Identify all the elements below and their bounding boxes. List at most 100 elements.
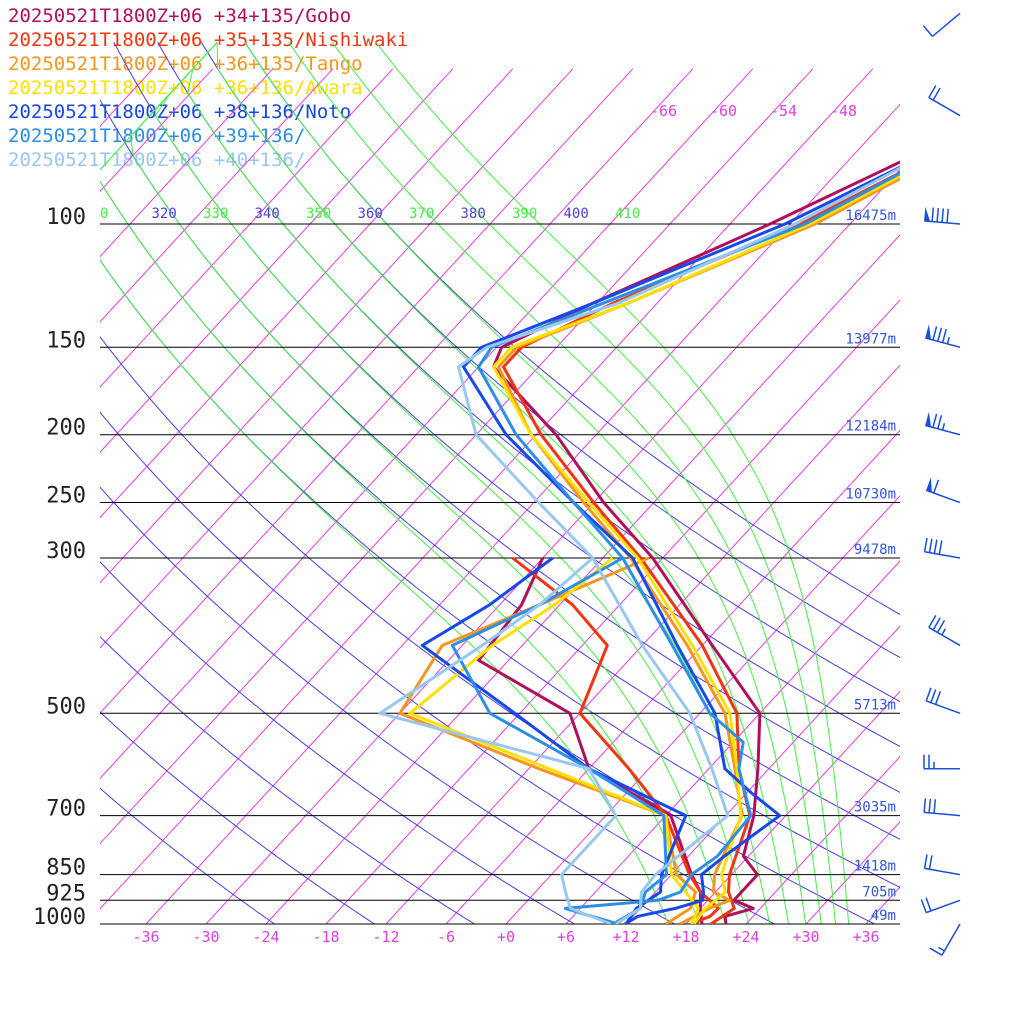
- temperature-tick: +36: [852, 928, 879, 946]
- pressure-label: 250: [46, 484, 86, 509]
- series-0-dewpoint-line: [477, 557, 704, 924]
- isotherm-line: [100, 68, 754, 780]
- wind-barb: [925, 477, 961, 504]
- moist-adiabat-line: [100, 41, 700, 924]
- height-label: 10730m: [845, 487, 896, 503]
- pressure-label: 850: [46, 856, 86, 881]
- wind-barb: [923, 854, 961, 876]
- temperature-tick: +18: [672, 928, 699, 946]
- dry-adiabat-line: [100, 411, 776, 924]
- theta-label: 390: [512, 206, 537, 222]
- pressure-label: 1000: [33, 905, 86, 930]
- isotherm-line: [100, 68, 514, 519]
- height-label: 5713m: [854, 697, 896, 713]
- pressure-label: 150: [46, 328, 86, 353]
- isotherm-line: [505, 495, 900, 924]
- legend-entry: 20250521T1800Z+06 +36+135/Tango: [8, 53, 363, 75]
- pressure-label: 300: [46, 539, 86, 564]
- wind-barb: [925, 687, 961, 714]
- wind-barb: [928, 614, 961, 647]
- temperature-tick: -12: [372, 928, 399, 946]
- pressure-label: 925: [46, 881, 86, 906]
- series-5-dewpoint-line: [450, 556, 668, 924]
- isotherm-label: -48: [830, 102, 857, 120]
- isotherm-line: [145, 103, 900, 924]
- height-label: 16475m: [845, 208, 896, 224]
- sounding-profiles: [378, 160, 900, 924]
- temperature-tick: -30: [192, 928, 219, 946]
- moist-adiabat-line: [244, 42, 807, 924]
- moist-adiabat-line: [154, 41, 750, 924]
- height-label: 13977m: [845, 331, 896, 347]
- isotherm-line: [100, 68, 454, 453]
- series-4-dewpoint-line: [420, 556, 688, 924]
- isotherm-line: [972, 69, 1024, 939]
- series-4-temperature-line: [462, 165, 900, 924]
- moist-adiabat-line: [288, 42, 822, 924]
- theta-label: 340: [255, 206, 280, 222]
- dry-adiabat-line: [100, 98, 900, 793]
- legend-entry: 20250521T1800Z+06 +38+136/Noto: [8, 101, 352, 123]
- series-1-temperature-line: [502, 171, 900, 924]
- isotherm-label: -54: [770, 102, 797, 120]
- moist-adiabat-line: [187, 41, 771, 924]
- isotherm-line: [205, 168, 900, 924]
- temperature-tick: +0: [497, 928, 515, 946]
- isotherm-line: [100, 68, 274, 258]
- isotherm-line: [805, 821, 900, 924]
- pressure-label: 100: [46, 205, 86, 230]
- temperature-tick: +6: [557, 928, 575, 946]
- height-label: 12184m: [845, 419, 896, 435]
- isotherm-line: [565, 560, 900, 924]
- wind-barb: [924, 206, 961, 225]
- theta-label: 380: [461, 206, 486, 222]
- wind-barb: [923, 798, 961, 817]
- isotherm-line: [445, 429, 900, 924]
- background-labels: 0 320 330 340 350 360 370 380 390 400 410 -66 -60 -54…: [100, 102, 857, 222]
- wind-barb: [920, 897, 961, 914]
- series-3-dewpoint-line: [408, 556, 700, 924]
- moist-adiabat-line: [375, 41, 850, 924]
- temperature-tick: +12: [612, 928, 639, 946]
- isotherm-line: [100, 68, 874, 910]
- height-label: 9478m: [854, 542, 896, 558]
- height-label: 3035m: [854, 800, 896, 816]
- theta-label: 370: [409, 206, 434, 222]
- wind-barb: [928, 85, 961, 117]
- height-label: 1418m: [854, 859, 896, 875]
- temperature-tick: -24: [252, 928, 279, 946]
- dry-adiabat-line: [100, 486, 676, 924]
- temperature-tick: +30: [792, 928, 819, 946]
- isotherm-line: [265, 234, 900, 924]
- isotherm-line: [100, 68, 334, 323]
- temperature-tick: +24: [732, 928, 759, 946]
- dry-adiabat-line: [100, 180, 900, 840]
- series-6-dewpoint-line: [378, 556, 618, 924]
- isotherm-label: -66: [650, 102, 677, 120]
- dry-adiabat-line: [113, 42, 900, 747]
- wind-barb: [923, 754, 960, 770]
- temperature-axis: -36 -30 -24 -18 -12 -6 +0 +6 +12 +18 +24 +30 +36: [132, 928, 879, 946]
- isotherm-line: [325, 299, 900, 924]
- moist-adiabat-line: [331, 42, 837, 924]
- wind-barb: [925, 324, 961, 348]
- series-6-temperature-line: [457, 166, 900, 924]
- theta-label: 410: [615, 206, 640, 222]
- series-2-dewpoint-line: [398, 556, 697, 924]
- dry-adiabat-line: [100, 561, 576, 924]
- pressure-label: 500: [46, 694, 86, 719]
- theta-label: 0: [100, 206, 108, 222]
- theta-label: 330: [203, 206, 228, 222]
- wind-barbs: [920, 12, 961, 956]
- temperature-tick: -18: [312, 928, 339, 946]
- isotherm-line: [100, 68, 694, 714]
- isotherm-label: -60: [710, 102, 737, 120]
- isotherm-line: [100, 68, 394, 388]
- theta-label: 350: [306, 206, 331, 222]
- dry-adiabat-line: [200, 42, 900, 659]
- theta-label: 360: [358, 206, 383, 222]
- series-3-temperature-line: [492, 174, 900, 924]
- dry-adiabat-line: [100, 636, 476, 924]
